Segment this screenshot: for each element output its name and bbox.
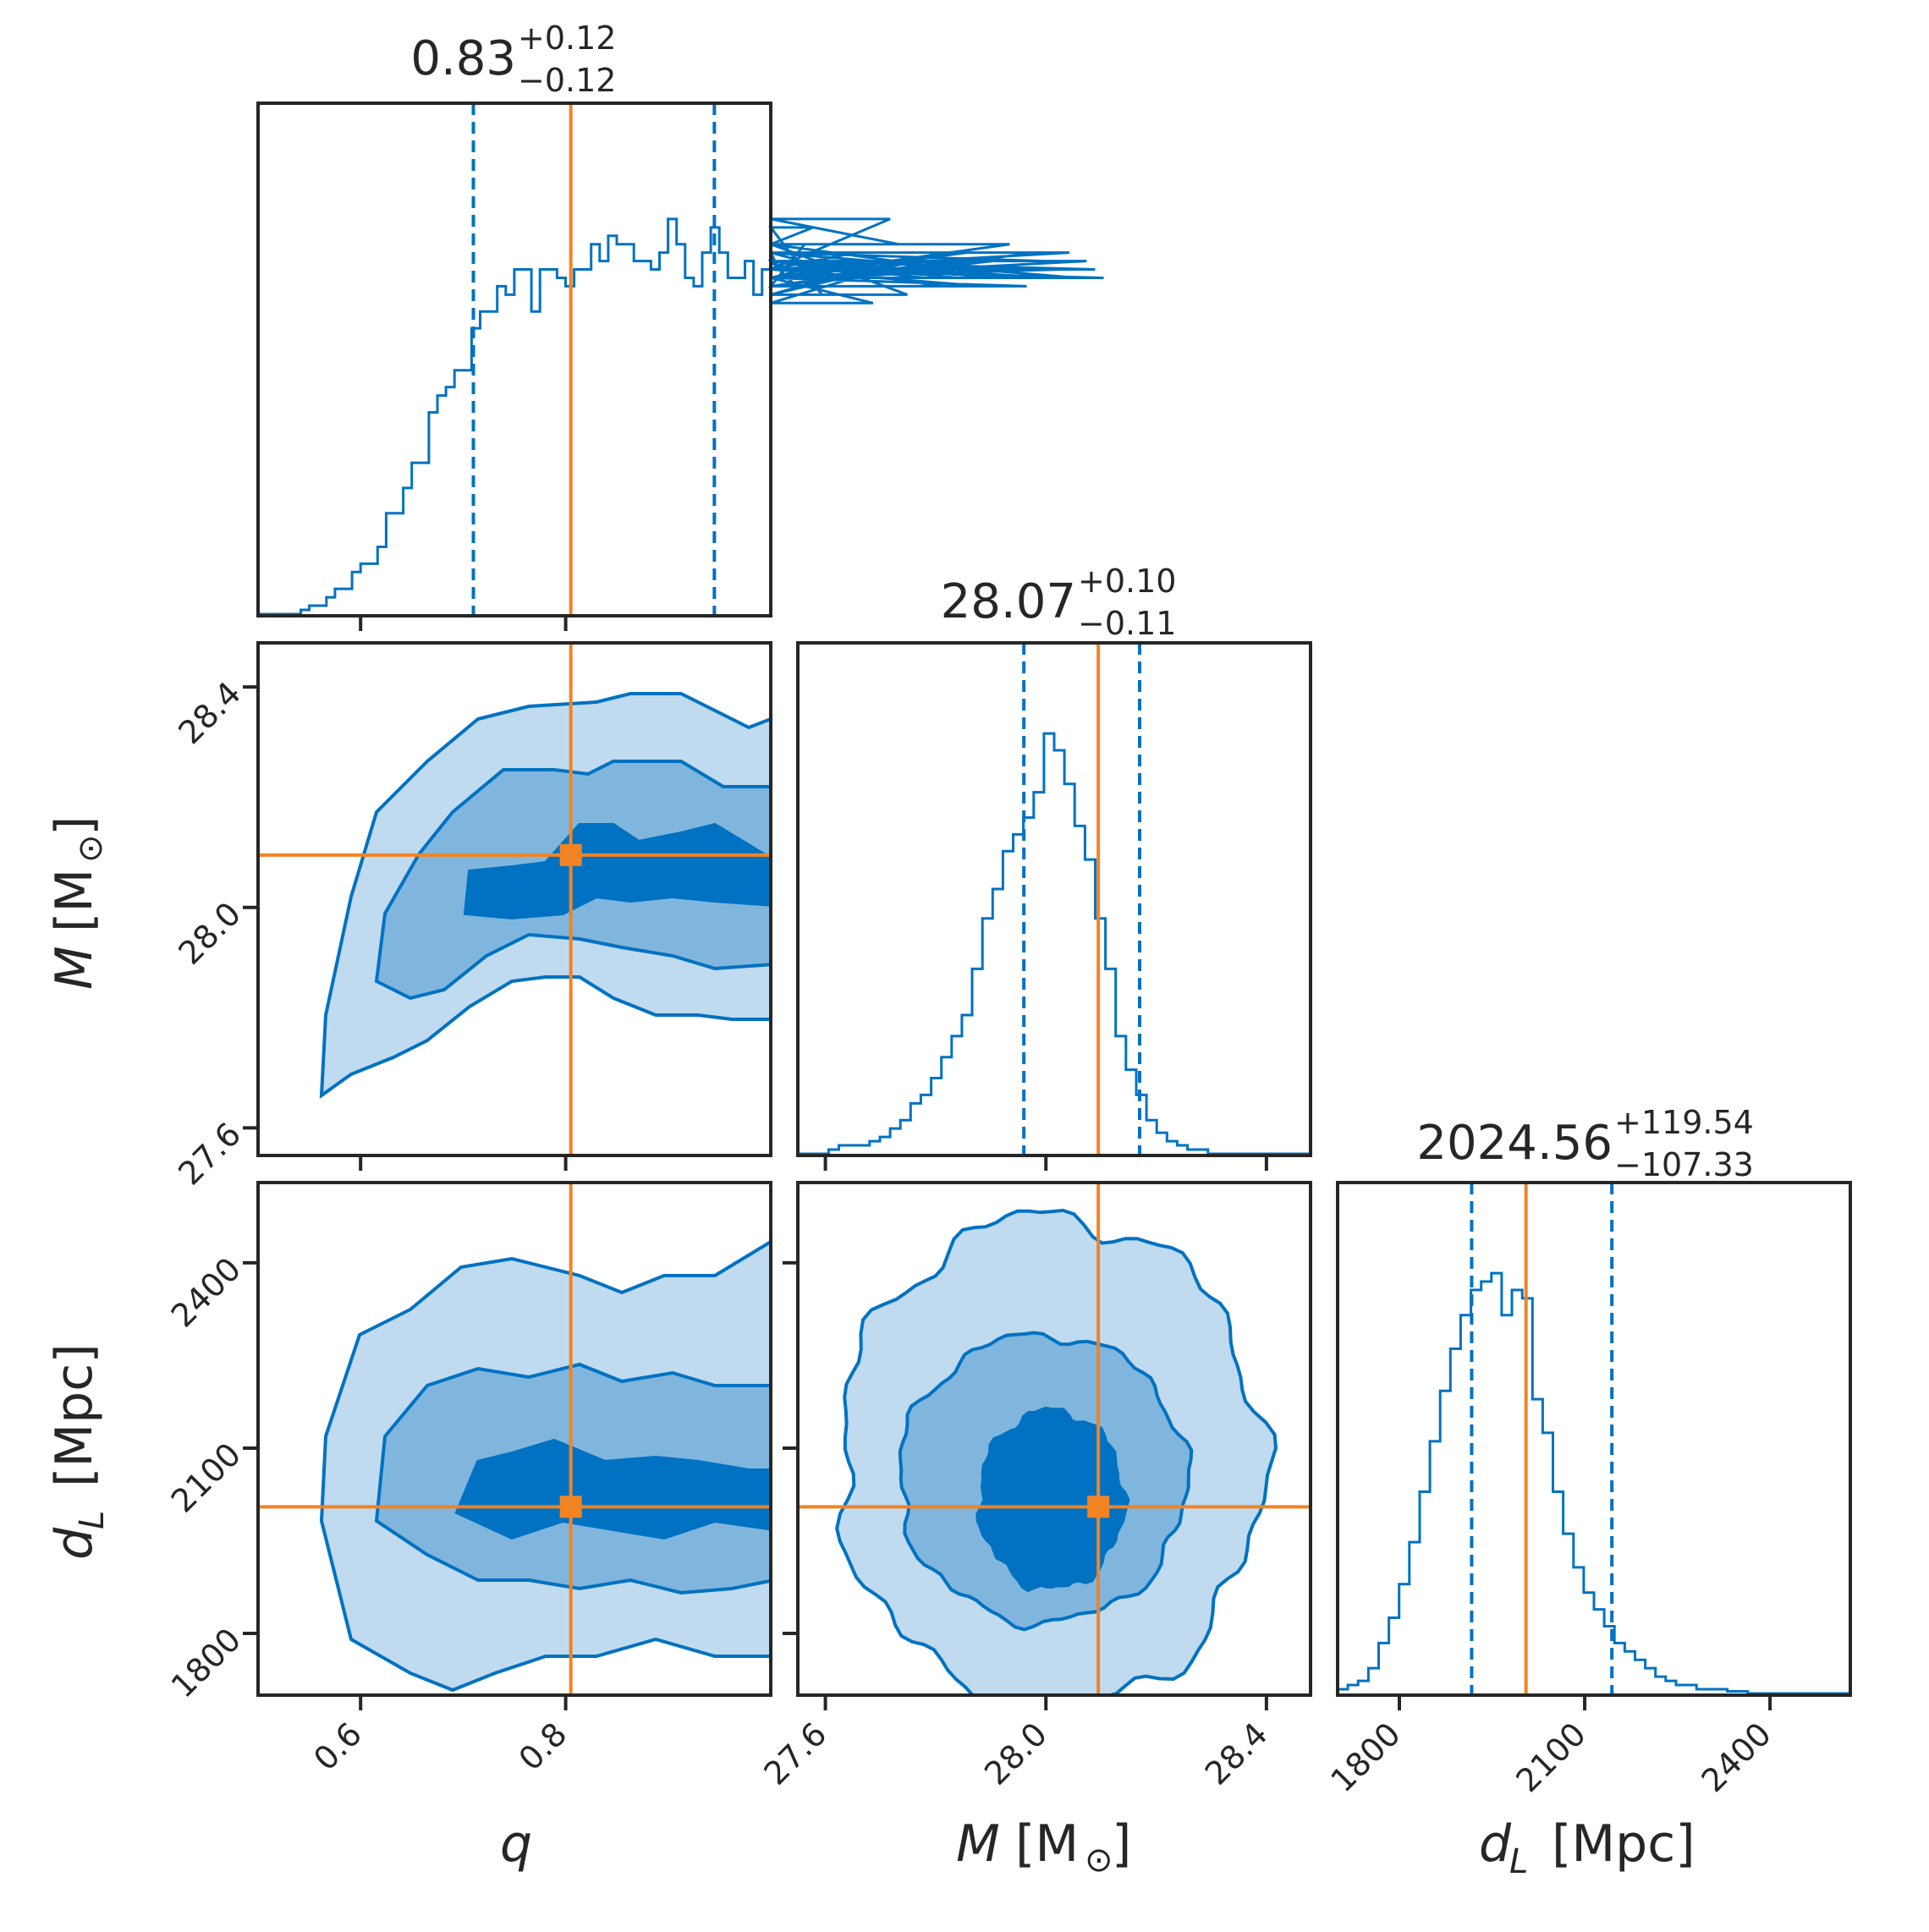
title-M-main: 28.07 (941, 574, 1076, 629)
panel-M-dL (798, 1183, 1311, 1695)
xlabel-dL: d L [Mpc] (1479, 1814, 1695, 1881)
xlabel-dL-unit: [Mpc] (1552, 1814, 1695, 1874)
hist-q-steps (258, 217, 1104, 616)
ylabel-M-close: ] (45, 816, 104, 836)
title-dL-main: 2024.56 (1416, 1116, 1613, 1171)
title-M-minus: −0.11 (1078, 605, 1176, 642)
xlabel-M: M [M ⊙ ] (956, 1814, 1131, 1880)
panel-M-dL-contour-2 (975, 1406, 1130, 1593)
title-dL-plus: +119.54 (1614, 1104, 1754, 1141)
panel-q-M (258, 643, 771, 1155)
hist-M-frame (796, 641, 1312, 1157)
ylabel-M-unit: [M (45, 869, 104, 932)
panel-q-M-contour-2 (463, 822, 771, 920)
xlabel-dL-sub: L (1509, 1842, 1528, 1881)
panel-q-M-frame (256, 641, 772, 1157)
hist-dL (1338, 1183, 1850, 1695)
hist-dL-frame (1336, 1181, 1852, 1697)
xlabel-M-unit: [M (1015, 1814, 1079, 1874)
hist-M (798, 643, 1311, 1155)
ylabel-dL-unit: [Mpc] (45, 1343, 104, 1487)
panel-M-dL-xtick-label-2: 28.4 (1198, 1715, 1275, 1792)
panel-q-M-ytick-label-1: 28.0 (171, 895, 248, 972)
xlabel-dL-main: d (1479, 1814, 1512, 1874)
hist-dL-xtick-label-1: 2100 (1509, 1715, 1593, 1800)
panel-q-dL-contour-2 (454, 1438, 771, 1540)
panel-q-dL-frame (256, 1181, 772, 1697)
ylabel-M-sub: ⊙ (71, 834, 110, 863)
hist-dL-xtick-label-2: 2400 (1694, 1715, 1778, 1800)
ylabel-dL-sub: L (73, 1511, 112, 1529)
xlabel-q-text: q (500, 1814, 532, 1874)
xlabel-q: q (500, 1814, 532, 1874)
panel-q-dL-xtick-label-1: 0.8 (512, 1715, 574, 1778)
hist-q-frame (256, 102, 772, 617)
xlabel-M-close: ] (1112, 1814, 1131, 1874)
ylabel-dL-main: d (45, 1527, 104, 1560)
panel-q-dL-ytick-label-0: 1800 (164, 1621, 249, 1705)
ylabel-M: M [M ⊙ ] (45, 816, 110, 990)
title-M-plus: +0.10 (1078, 563, 1176, 600)
panel-q-M-ytick-label-0: 27.6 (171, 1116, 248, 1193)
panel-q-M-truth-marker (559, 843, 582, 866)
panel-q-dL-xtick-label-0: 0.6 (306, 1715, 369, 1778)
panel-M-dL-frame (796, 1181, 1312, 1697)
panel-q-dL (258, 1183, 771, 1695)
hist-q (258, 103, 1104, 616)
panel-q-M-ytick-label-2: 28.4 (171, 674, 248, 751)
hist-dL-steps (1338, 1271, 1850, 1695)
hist-dL-xtick-label-0: 1800 (1323, 1715, 1408, 1800)
panel-M-dL-xtick-label-0: 27.6 (757, 1715, 834, 1792)
title-q-minus: −0.12 (518, 62, 616, 99)
panel-q-dL-ytick-label-2: 2400 (164, 1250, 249, 1335)
panel-q-dL-truth-marker (559, 1496, 582, 1518)
ylabel-dL: d L [Mpc] (45, 1343, 112, 1560)
xlabel-M-main: M (956, 1814, 1000, 1874)
title-q: 0.83 +0.12 −0.12 (410, 19, 616, 99)
title-M: 28.07 +0.10 −0.11 (941, 563, 1177, 642)
title-dL: 2024.56 +119.54 −107.33 (1416, 1104, 1753, 1183)
ylabel-M-main: M (45, 946, 104, 990)
panel-q-dL-ytick-label-1: 2100 (164, 1435, 249, 1520)
title-dL-minus: −107.33 (1614, 1146, 1754, 1183)
panel-M-dL-xtick-label-1: 28.0 (977, 1715, 1054, 1792)
hist-M-steps (798, 732, 1311, 1155)
title-q-plus: +0.12 (518, 19, 616, 57)
xlabel-M-sub: ⊙ (1085, 1841, 1113, 1880)
panel-M-dL-truth-marker (1087, 1496, 1110, 1518)
title-q-main: 0.83 (410, 31, 516, 86)
